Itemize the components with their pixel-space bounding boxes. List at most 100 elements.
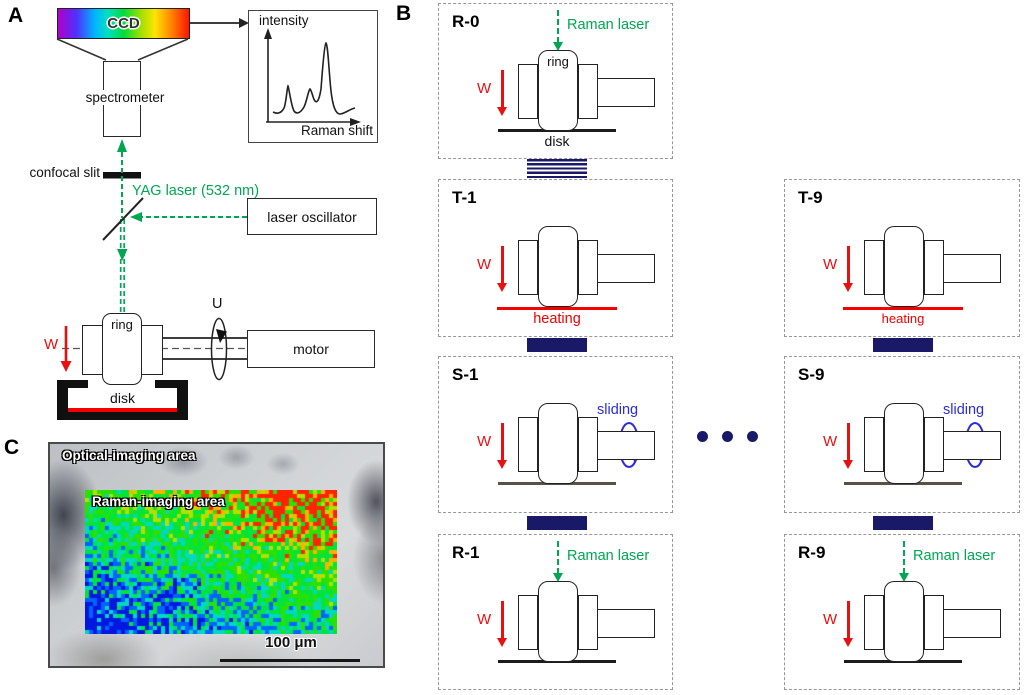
- load-arrowhead: [842, 638, 853, 647]
- bearing-block-left: [82, 325, 103, 375]
- ring-body: [538, 226, 578, 307]
- panel-b-letter: B: [396, 2, 412, 25]
- process-connector: [873, 516, 933, 530]
- load-w-label: W: [477, 80, 492, 97]
- optical-image: Optical-imaging area Raman-imaging area …: [48, 442, 385, 668]
- ccd-funnel-lines: [56, 38, 189, 61]
- process-connector: [527, 338, 587, 352]
- spectrometer-label: spectrometer: [79, 90, 171, 105]
- heating-label: heating: [881, 311, 925, 326]
- process-connector: [873, 338, 933, 352]
- load-arrowhead: [496, 107, 507, 116]
- load-arrow: [847, 246, 850, 284]
- ring-body: [538, 581, 578, 662]
- panel-id: T-9: [798, 188, 823, 207]
- raman-laser-arrowhead: [898, 573, 909, 582]
- optical-area-label: Optical-imaging area: [62, 448, 196, 463]
- load-arrow: [847, 601, 850, 639]
- ccd-label: CCD: [107, 15, 140, 32]
- beam-splitter: [102, 197, 144, 241]
- laser-beam-up: [117, 139, 127, 218]
- load-w-label: W: [44, 336, 59, 353]
- load-w-label: W: [823, 256, 838, 273]
- load-w-label: W: [477, 256, 492, 273]
- load-w-label: W: [477, 611, 492, 628]
- raman-laser-label: Raman laser: [567, 548, 650, 564]
- panel-id: S-1: [452, 365, 479, 384]
- load-arrow: [501, 70, 504, 108]
- condition-panel-s1: S-1 sliding W: [438, 356, 673, 513]
- ring-label: ring: [111, 317, 133, 332]
- laser-beam-horizontal: [130, 212, 247, 222]
- bearing-block-right: [578, 64, 598, 119]
- shaft: [597, 431, 655, 460]
- rotation-u-arrow: [210, 317, 228, 381]
- bearing-block-left: [864, 595, 884, 650]
- bearing-block-left: [518, 417, 538, 472]
- load-arrow: [847, 423, 850, 461]
- disk-label: disk: [110, 390, 135, 406]
- bearing-block-right: [924, 417, 944, 472]
- panel-id: R-1: [452, 543, 480, 562]
- raman-area-label: Raman-imaging area: [92, 494, 225, 509]
- disk-label: disk: [544, 133, 570, 149]
- bearing-block-right: [578, 417, 598, 472]
- laser-oscillator-label: laser oscillator: [267, 208, 357, 225]
- shaft: [597, 78, 655, 107]
- shaft: [597, 609, 655, 638]
- load-w-label: W: [823, 433, 838, 450]
- raman-laser-arrow: [556, 10, 559, 43]
- bearing-block-right: [924, 595, 944, 650]
- raman-spectrum-curve: [272, 41, 356, 115]
- bearing-block-right: [578, 240, 598, 295]
- shaft: [943, 609, 1001, 638]
- load-w-arrow: [60, 326, 72, 372]
- heating-line: [497, 307, 617, 310]
- process-connector-striped: [527, 159, 587, 180]
- shaft: [943, 254, 1001, 283]
- spectrum-axes-curve: [264, 28, 361, 126]
- ring-body: [538, 403, 578, 484]
- laser-oscillator-box: laser oscillator: [247, 198, 377, 235]
- load-w-label: W: [823, 611, 838, 628]
- panel-id: S-9: [798, 365, 825, 384]
- condition-panel-t9: T-9 heating W: [784, 179, 1020, 337]
- condition-panel-t1: T-1 heating W: [438, 179, 673, 337]
- bearing-block-left: [518, 64, 538, 119]
- ring-body: [884, 226, 924, 307]
- raman-laser-label: Raman laser: [913, 548, 996, 564]
- ellipsis-dot: [747, 431, 758, 442]
- raman-laser-arrow: [556, 541, 559, 574]
- panel-a-linework: [56, 18, 249, 381]
- load-arrowhead: [496, 638, 507, 647]
- bearing-block-right: [141, 325, 163, 375]
- bearing-block-left: [518, 595, 538, 650]
- plot-xlabel: Raman shift: [300, 123, 373, 138]
- shaft-lines: [163, 337, 247, 360]
- load-arrow: [501, 601, 504, 639]
- ellipsis-dot: [722, 431, 733, 442]
- shaft: [943, 431, 1001, 460]
- scale-label: 100 μm: [265, 634, 317, 651]
- process-connector: [527, 516, 587, 530]
- spectrum-plot: intensity Raman shift: [248, 10, 378, 143]
- load-arrow: [501, 246, 504, 284]
- sliding-label: sliding: [943, 402, 985, 418]
- raman-map: [85, 490, 337, 634]
- motor-label: motor: [293, 341, 329, 357]
- raman-laser-arrow: [902, 541, 905, 574]
- heating-label: heating: [533, 311, 581, 327]
- panel-id: T-1: [452, 188, 477, 207]
- load-w-label: W: [477, 433, 492, 450]
- disk-wear-track: [68, 408, 177, 412]
- ring-body: [538, 50, 578, 131]
- bearing-block-right: [924, 240, 944, 295]
- ring-body: [884, 581, 924, 662]
- load-arrowhead: [496, 283, 507, 292]
- panel-a-letter: A: [8, 4, 24, 27]
- confocal-slit-label: confocal slit: [29, 165, 100, 180]
- plot-ylabel: intensity: [259, 13, 309, 28]
- laser-beam-down: [117, 219, 128, 313]
- scale-bar: [220, 659, 360, 662]
